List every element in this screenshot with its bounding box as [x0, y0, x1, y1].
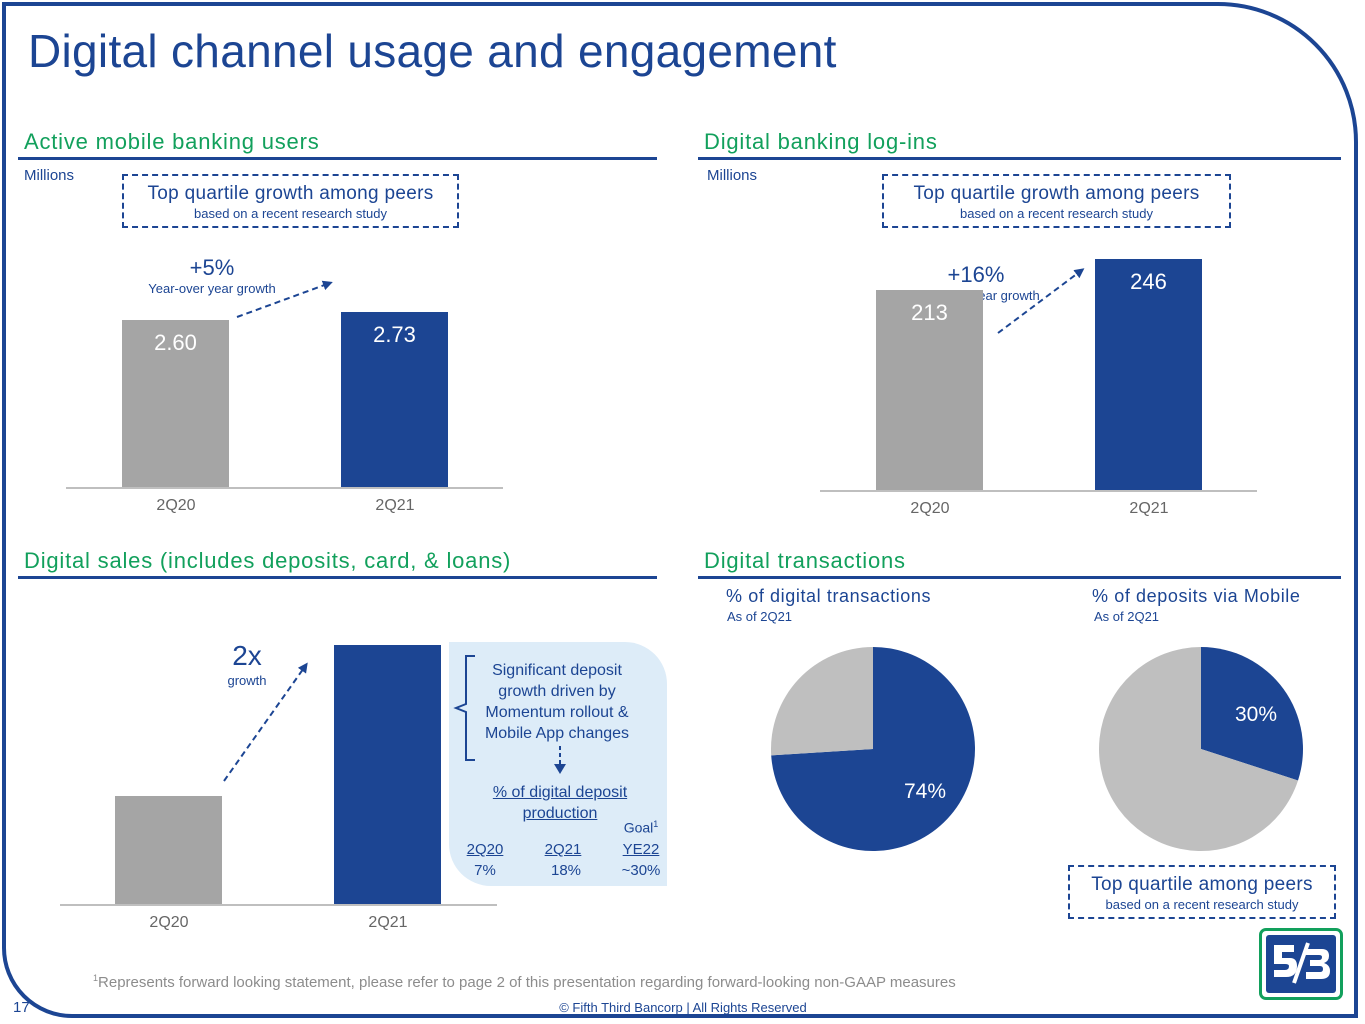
mobile-users-x-label-2q20: 2Q20 — [156, 497, 196, 514]
mobile-users-growth-label: Year-over year growth — [148, 281, 276, 296]
logins-rule — [698, 157, 1341, 160]
callout-sub-text: based on a recent research study — [1105, 897, 1299, 912]
copyright: © Fifth Third Bancorp | All Rights Reser… — [559, 1000, 807, 1015]
pie2-subtitle: As of 2Q21 — [1094, 609, 1160, 624]
pie1-title: % of digital transactions — [726, 586, 932, 606]
logins-bar-2q20: 213 — [876, 290, 983, 490]
digital-sales-growth-label: growth — [227, 673, 267, 688]
transactions-pie-slice-0 — [771, 647, 975, 851]
footnote: 1Represents forward looking statement, p… — [93, 973, 956, 991]
callout-main-text: Top quartile among peers — [1091, 874, 1313, 895]
fifth-third-logo — [1259, 928, 1343, 1000]
sales-growth-arrow — [223, 662, 308, 782]
digital-sales-bar-2q21 — [334, 645, 441, 904]
mobile-growth-arrow — [236, 280, 333, 318]
deposit-growth-note: Significant deposit growth driven by Mom… — [484, 662, 630, 742]
callout-sub-text: based on a recent research study — [194, 206, 387, 221]
callout-main-text: Top quartile growth among peers — [913, 183, 1200, 204]
logins-heading: Digital banking log-ins — [704, 129, 938, 154]
transactions-pie-slice-1 — [771, 647, 873, 756]
mobile-deposits-pie-slice-1 — [1099, 647, 1299, 851]
transactions-callout: Top quartile among peers based on a rece… — [1068, 865, 1336, 919]
bracket-icon — [453, 655, 475, 761]
digital-deposit-table-title: % of digital deposit production — [492, 784, 628, 822]
digital-sales-x-label-2q21: 2Q21 — [368, 914, 408, 931]
table-value-2q21: 18% — [550, 862, 582, 879]
logo-badge — [1266, 935, 1336, 993]
mobile-users-rule — [18, 157, 657, 160]
logins-x-label-2q21: 2Q21 — [1129, 500, 1169, 517]
digital-sales-rule — [18, 576, 657, 579]
callout-main-text: Top quartile growth among peers — [147, 183, 434, 204]
digital-sales-growth-value: 2x — [232, 640, 262, 671]
logins-bar-value-2q20: 213 — [911, 300, 948, 325]
fifth-third-logo-icon — [1274, 942, 1330, 984]
table-value-2q20: 7% — [474, 862, 496, 879]
mobile-users-bar-value-2q20: 2.60 — [154, 330, 197, 355]
transactions-pie-svg — [771, 647, 975, 851]
mobile-users-axis-line — [66, 487, 503, 489]
table-value-ye22: ~30% — [621, 862, 661, 879]
table-header-2q20: 2Q20 — [466, 841, 504, 858]
goal-label-text: Goal — [623, 819, 654, 836]
footnote-marker: 1 — [93, 973, 99, 983]
pie2-title: % of deposits via Mobile — [1092, 586, 1301, 606]
logins-axis-line — [820, 490, 1257, 492]
transactions-pie-slice-label-0: 74% — [904, 780, 947, 803]
mobile-users-callout: Top quartile growth among peers based on… — [122, 174, 459, 228]
digital-sales-heading: Digital sales (includes deposits, card, … — [24, 548, 512, 573]
footnote-text: Represents forward looking statement, pl… — [98, 974, 956, 991]
arrow-down-icon — [554, 746, 566, 774]
pie1-subtitle: As of 2Q21 — [727, 609, 793, 624]
logins-growth-arrow — [997, 268, 1085, 334]
mobile-users-bar-2q20: 2.60 — [122, 320, 229, 487]
mobile-deposits-pie-slice-0 — [1201, 647, 1303, 781]
page-title: Digital channel usage and engagement — [28, 25, 837, 77]
mobile-users-heading: Active mobile banking users — [24, 129, 320, 154]
mobile-users-bar-2q21: 2.73 — [341, 312, 448, 487]
goal-label: Goal1 — [611, 819, 671, 836]
logins-bar-2q21: 246 — [1095, 259, 1202, 490]
goal-footnote-marker: 1 — [653, 819, 659, 829]
mobile-deposits-pie-svg — [1099, 647, 1303, 851]
mobile-deposits-pie-slice-label-0: 30% — [1235, 703, 1278, 726]
mobile-users-bar-value-2q21: 2.73 — [373, 322, 416, 347]
logins-callout: Top quartile growth among peers based on… — [882, 174, 1231, 228]
logins-units: Millions — [707, 167, 758, 184]
mobile-users-x-label-2q21: 2Q21 — [375, 497, 415, 514]
mobile-users-units: Millions — [24, 167, 75, 184]
digital-sales-bar-2q20 — [115, 796, 222, 904]
digital-transactions-heading: Digital transactions — [704, 548, 906, 573]
logins-x-label-2q20: 2Q20 — [910, 500, 950, 517]
digital-sales-axis-line — [60, 904, 497, 906]
logins-growth-value: +16% — [947, 262, 1005, 287]
table-header-ye22: YE22 — [622, 841, 660, 858]
digital-transactions-rule — [698, 576, 1341, 579]
mobile-users-growth-value: +5% — [189, 255, 235, 280]
callout-sub-text: based on a recent research study — [960, 206, 1153, 221]
table-header-2q21: 2Q21 — [544, 841, 582, 858]
digital-sales-x-label-2q20: 2Q20 — [149, 914, 189, 931]
logins-bar-value-2q21: 246 — [1130, 269, 1167, 294]
page-number: 17 — [13, 999, 30, 1016]
